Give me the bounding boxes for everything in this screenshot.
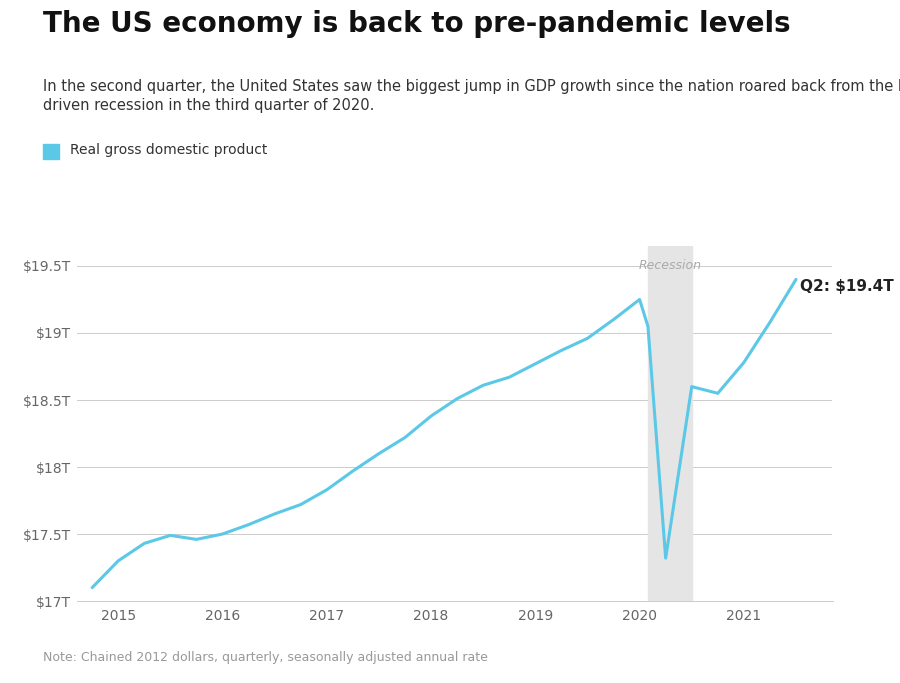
Text: In the second quarter, the United States saw the biggest jump in GDP growth sinc: In the second quarter, the United States… — [43, 79, 900, 113]
Bar — [648, 246, 692, 601]
Text: Note: Chained 2012 dollars, quarterly, seasonally adjusted annual rate: Note: Chained 2012 dollars, quarterly, s… — [43, 651, 488, 664]
Text: Recession: Recession — [638, 260, 701, 273]
Text: Real gross domestic product: Real gross domestic product — [70, 143, 267, 157]
Text: The US economy is back to pre-pandemic levels: The US economy is back to pre-pandemic l… — [43, 10, 791, 38]
Text: Q2: $19.4T: Q2: $19.4T — [800, 279, 894, 294]
